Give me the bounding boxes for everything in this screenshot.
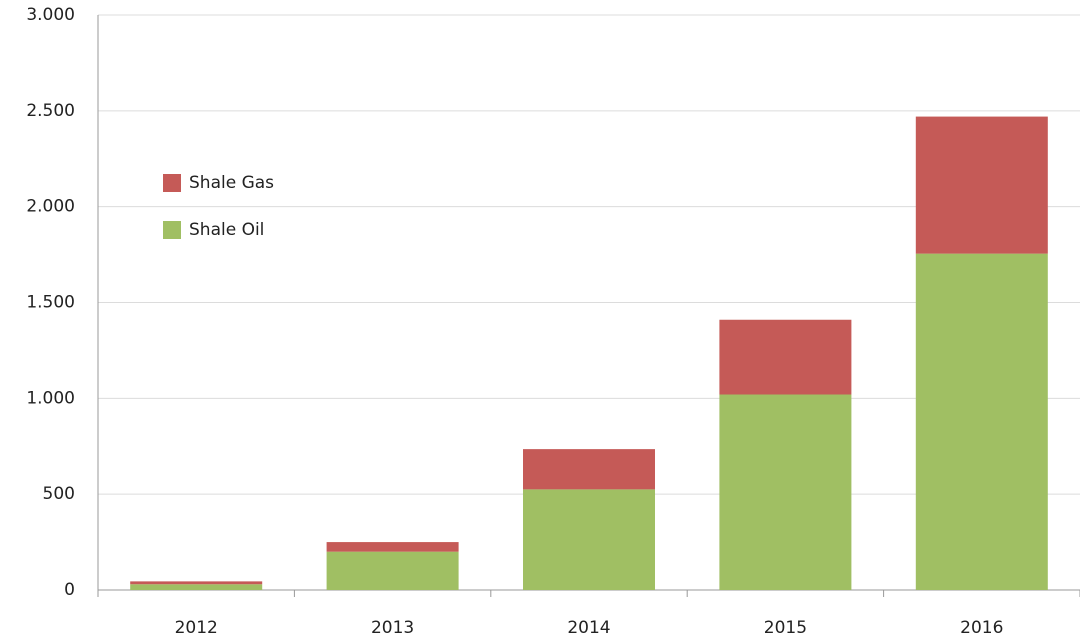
bar-segment: [719, 319, 852, 395]
bar-segment: [130, 581, 263, 585]
bar-segment: [523, 449, 655, 490]
legend-label: Shale Gas: [189, 173, 274, 193]
x-tick-label: 2016: [960, 618, 1003, 638]
bar-segment: [719, 394, 852, 590]
y-tick-label: 2.000: [26, 197, 75, 217]
y-tick-label: 500: [43, 484, 75, 504]
y-tick-label: 1.500: [26, 293, 75, 313]
x-tick-label: 2014: [567, 618, 610, 638]
bar-segment: [523, 489, 655, 590]
x-tick-label: 2015: [764, 618, 807, 638]
y-tick-label: 1.000: [26, 388, 75, 408]
legend-label: Shale Oil: [189, 220, 264, 240]
bar-segment: [915, 253, 1048, 590]
y-tick-label: 2.500: [26, 101, 75, 121]
x-tick-label: 2013: [371, 618, 414, 638]
legend-swatch: [163, 174, 181, 192]
legend-swatch: [163, 221, 181, 239]
bar-segment: [915, 116, 1048, 254]
bar-segment: [326, 542, 459, 552]
x-tick-label: 2012: [175, 618, 218, 638]
bar-segment: [130, 584, 263, 590]
bar-segment: [326, 551, 459, 590]
y-tick-label: 3.000: [26, 5, 75, 25]
y-tick-label: 0: [64, 580, 75, 600]
